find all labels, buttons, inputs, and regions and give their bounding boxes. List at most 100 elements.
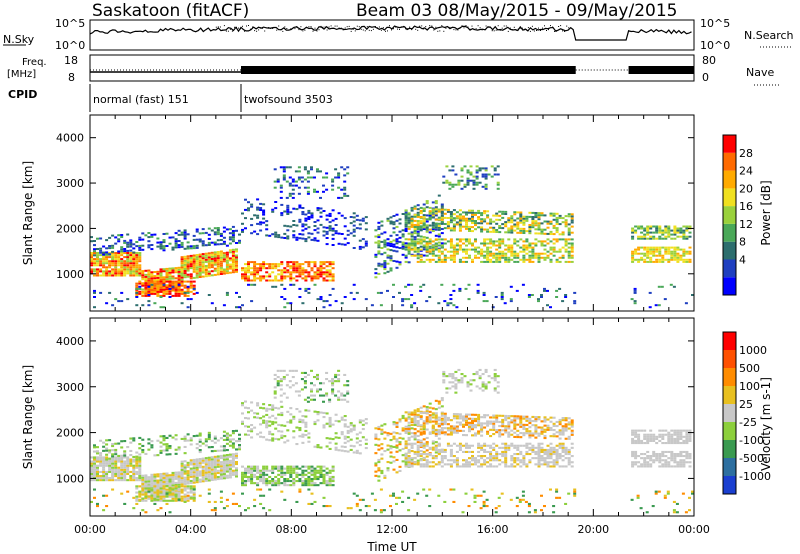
heatmap-cell: [531, 254, 535, 257]
heatmap-cell: [679, 235, 683, 238]
heatmap-cell: [392, 239, 396, 242]
heatmap-cell: [316, 271, 320, 274]
heatmap-cell: [259, 471, 263, 474]
heatmap-cell: [204, 461, 208, 464]
heatmap-cell: [325, 232, 329, 235]
heatmap-cell: [310, 275, 314, 278]
heatmap-cell: [102, 468, 106, 471]
heatmap-cell: [120, 262, 124, 265]
heatmap-cell: [661, 256, 665, 259]
heatmap-cell: [513, 425, 517, 428]
heatmap-cell: [319, 446, 323, 449]
heatmap-cell: [310, 482, 314, 485]
heatmap-cell: [93, 264, 96, 267]
heatmap-cell: [343, 435, 347, 438]
heatmap-cell: [379, 304, 383, 307]
heatmap-cell: [416, 430, 420, 433]
heatmap-cell: [283, 482, 287, 485]
heatmap-cell: [207, 477, 211, 480]
noise-search-dot: [461, 25, 463, 27]
heatmap-cell: [486, 246, 490, 249]
heatmap-cell: [244, 277, 247, 280]
heatmap-cell: [501, 254, 505, 257]
heatmap-cell: [401, 247, 405, 250]
heatmap-cell: [216, 465, 220, 468]
heatmap-cell: [213, 441, 217, 444]
heatmap-cell: [289, 275, 293, 278]
heatmap-cell: [135, 304, 139, 307]
heatmap-cell: [325, 394, 329, 397]
heatmap-cell: [437, 235, 441, 238]
heatmap-cell: [513, 254, 517, 257]
heatmap-cell: [198, 470, 202, 473]
heatmap-cell: [328, 279, 332, 282]
heatmap-cell: [183, 294, 187, 297]
heatmap-cell: [135, 497, 139, 500]
noise-search-dot: [519, 27, 521, 29]
heatmap-cell: [159, 487, 163, 490]
heatmap-cell: [271, 414, 275, 417]
heatmap-cell: [250, 279, 254, 282]
heatmap-cell: [537, 260, 541, 263]
heatmap-cell: [319, 296, 323, 298]
heatmap-cell: [352, 212, 356, 215]
heatmap-cell: [416, 254, 420, 257]
noise-search-dot: [465, 25, 467, 27]
heatmap-cell: [310, 232, 314, 235]
heatmap-cell: [241, 478, 244, 481]
heatmap-cell: [407, 212, 411, 215]
heatmap-cell: [395, 458, 399, 461]
heatmap-cell: [235, 268, 238, 271]
heatmap-cell: [455, 215, 459, 218]
heatmap-cell: [198, 259, 202, 262]
heatmap-cell: [271, 279, 275, 282]
heatmap-cell: [174, 240, 178, 243]
heatmap-cell: [129, 270, 133, 273]
heatmap-cell: [219, 264, 223, 267]
heatmap-cell: [475, 171, 479, 174]
heatmap-cell: [416, 415, 420, 418]
noise-search-dot: [449, 26, 451, 28]
heatmap-cell: [247, 469, 250, 472]
heatmap-cell: [440, 242, 444, 245]
heatmap-cell: [141, 474, 145, 477]
heatmap-cell: [395, 219, 399, 222]
heatmap-cell: [452, 244, 456, 247]
heatmap-cell: [343, 445, 347, 448]
heatmap-cell: [361, 423, 365, 426]
heatmap-cell: [401, 454, 405, 457]
heatmap-cell: [501, 212, 505, 215]
heatmap-cell: [474, 434, 477, 437]
heatmap-cell: [156, 491, 160, 494]
heatmap-cell: [288, 182, 292, 185]
heatmap-cell: [510, 415, 514, 418]
heatmap-cell: [561, 238, 565, 241]
heatmap-cell: [322, 465, 326, 468]
heatmap-cell: [331, 277, 335, 280]
heatmap-cell: [120, 468, 124, 471]
noise-search-dot: [521, 27, 523, 29]
heatmap-cell: [108, 464, 112, 467]
heatmap-cell: [422, 424, 426, 427]
heatmap-cell: [383, 241, 387, 244]
heatmap-cell: [504, 244, 508, 247]
heatmap-cell: [349, 444, 353, 447]
heatmap-cell: [159, 499, 163, 502]
heatmap-cell: [180, 241, 184, 244]
heatmap-cell: [419, 222, 423, 225]
heatmap-cell: [159, 278, 163, 281]
heatmap-cell: [558, 429, 562, 432]
heatmap-cell: [297, 192, 301, 195]
heatmap-cell: [431, 258, 435, 261]
freq-alternating-block: [241, 66, 576, 74]
heatmap-cell: [253, 271, 257, 274]
heatmap-cell: [93, 252, 96, 254]
heatmap-cell: [111, 272, 115, 275]
heatmap-cell: [147, 438, 151, 441]
heatmap-cell: [440, 411, 444, 414]
heatmap-cell: [513, 211, 517, 214]
heatmap-cell: [138, 238, 142, 241]
heatmap-cell: [465, 240, 468, 243]
heatmap-cell: [462, 219, 465, 222]
heatmap-cell: [509, 300, 513, 303]
